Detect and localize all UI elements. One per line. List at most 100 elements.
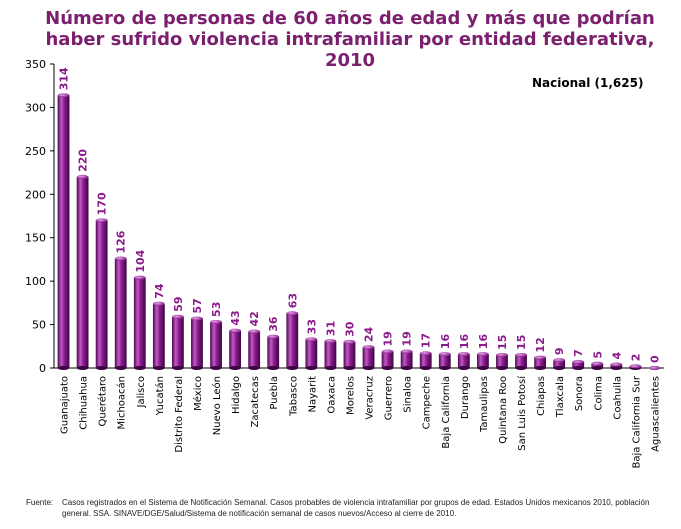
bar-cap <box>572 359 585 364</box>
data-label: 33 <box>305 319 318 334</box>
x-tick-label: Querétaro <box>97 376 109 426</box>
bar <box>457 352 470 371</box>
data-label: 4 <box>610 352 623 360</box>
bar-cap <box>419 351 432 356</box>
data-label: 2 <box>629 354 642 362</box>
bar-cap <box>95 218 108 223</box>
bar <box>591 361 604 371</box>
y-tick-label: 350 <box>25 58 46 71</box>
y-tick-label: 50 <box>32 319 46 332</box>
y-tick-label: 0 <box>39 362 46 375</box>
y-tick-label: 150 <box>25 232 46 245</box>
bar-cap <box>515 352 527 357</box>
bar-body <box>572 361 585 368</box>
bar-cap <box>591 361 604 366</box>
bar <box>171 314 184 371</box>
x-tick-label: Baja California Sur <box>631 375 642 468</box>
bar <box>76 174 89 371</box>
bar-base <box>286 365 299 371</box>
bar-base <box>210 365 222 371</box>
bar <box>305 337 318 371</box>
bar-cap <box>286 311 299 316</box>
bar-body <box>362 347 375 368</box>
data-label: 57 <box>191 298 204 313</box>
data-label: 63 <box>286 293 299 308</box>
data-label: 31 <box>324 321 337 336</box>
bar-body <box>343 341 356 368</box>
bar-body <box>152 303 165 368</box>
bar-base <box>515 365 527 371</box>
bar-body <box>438 354 451 368</box>
bar-base <box>248 365 261 371</box>
bar-cap <box>210 319 222 324</box>
bar-cap <box>114 256 127 261</box>
data-label: 19 <box>382 331 395 346</box>
bar-base <box>114 365 127 371</box>
bar-base <box>343 365 356 371</box>
bar-base <box>476 365 489 371</box>
bar-body <box>534 357 547 368</box>
bar-base <box>381 365 394 371</box>
bar-cap <box>171 314 184 319</box>
x-tick-label: Coahuila <box>612 376 623 420</box>
bar-base <box>95 365 108 371</box>
bar-cap <box>343 339 356 344</box>
bar-cap <box>267 334 280 339</box>
bar <box>133 275 146 371</box>
x-tick-label: Tamaulipas <box>479 376 490 433</box>
bar-body <box>114 258 127 368</box>
bar-body <box>267 336 280 368</box>
bar <box>381 349 394 371</box>
source-label: Fuente: <box>26 498 54 507</box>
chart-title: Número de personas de 60 años de edad y … <box>30 8 670 71</box>
bar-cap <box>381 349 394 354</box>
bar-cap <box>248 329 261 334</box>
bar-body <box>133 277 146 368</box>
bar <box>95 218 108 371</box>
bar <box>515 352 527 371</box>
x-tick-label: San Luis Potosí <box>516 375 528 451</box>
x-tick-label: Tlaxcala <box>555 376 566 418</box>
data-label: 42 <box>248 311 261 326</box>
y-tick-label: 200 <box>25 188 46 201</box>
data-label: 74 <box>153 283 166 299</box>
bar-base <box>57 365 70 371</box>
title-line-3: 2010 <box>324 50 376 71</box>
bar-body <box>95 220 108 368</box>
data-label: 24 <box>363 326 376 342</box>
bar-cap <box>57 93 70 98</box>
x-tick-label: Yucatán <box>154 376 166 416</box>
x-tick-label: Oaxaca <box>326 376 337 414</box>
bar-base <box>171 365 184 371</box>
bar <box>419 351 432 371</box>
bar-body <box>229 330 242 368</box>
y-tick-label: 300 <box>25 101 46 114</box>
bar-body <box>305 339 318 368</box>
bar-cap <box>324 339 337 344</box>
data-label: 9 <box>553 348 566 356</box>
data-label: 12 <box>534 337 547 352</box>
bar-cap <box>534 355 547 360</box>
y-tick-label: 250 <box>25 145 46 158</box>
x-tick-label: Quintana Roo <box>498 376 509 444</box>
x-tick-label: Chihuahua <box>79 376 90 430</box>
bar-base <box>610 365 623 371</box>
bar-base <box>133 365 146 371</box>
bar <box>362 345 375 371</box>
bar <box>438 352 451 371</box>
y-tick-label: 100 <box>25 275 46 288</box>
data-label: 16 <box>477 333 490 349</box>
x-tick-label: Jalisco <box>136 376 147 408</box>
x-tick-label: Nayarit <box>307 376 318 413</box>
bar <box>476 352 489 371</box>
bar-body <box>76 176 89 368</box>
data-label: 36 <box>267 316 280 332</box>
data-label: 15 <box>515 335 528 350</box>
bar <box>286 311 299 371</box>
bar <box>191 316 203 371</box>
data-label: 16 <box>458 333 471 349</box>
title-line-1: Número de personas de 60 años de edad y … <box>45 8 655 29</box>
title-line-2: haber sufrido violencia intrafamiliar po… <box>45 29 655 50</box>
bar-body <box>381 351 394 368</box>
bar-body <box>515 354 527 368</box>
